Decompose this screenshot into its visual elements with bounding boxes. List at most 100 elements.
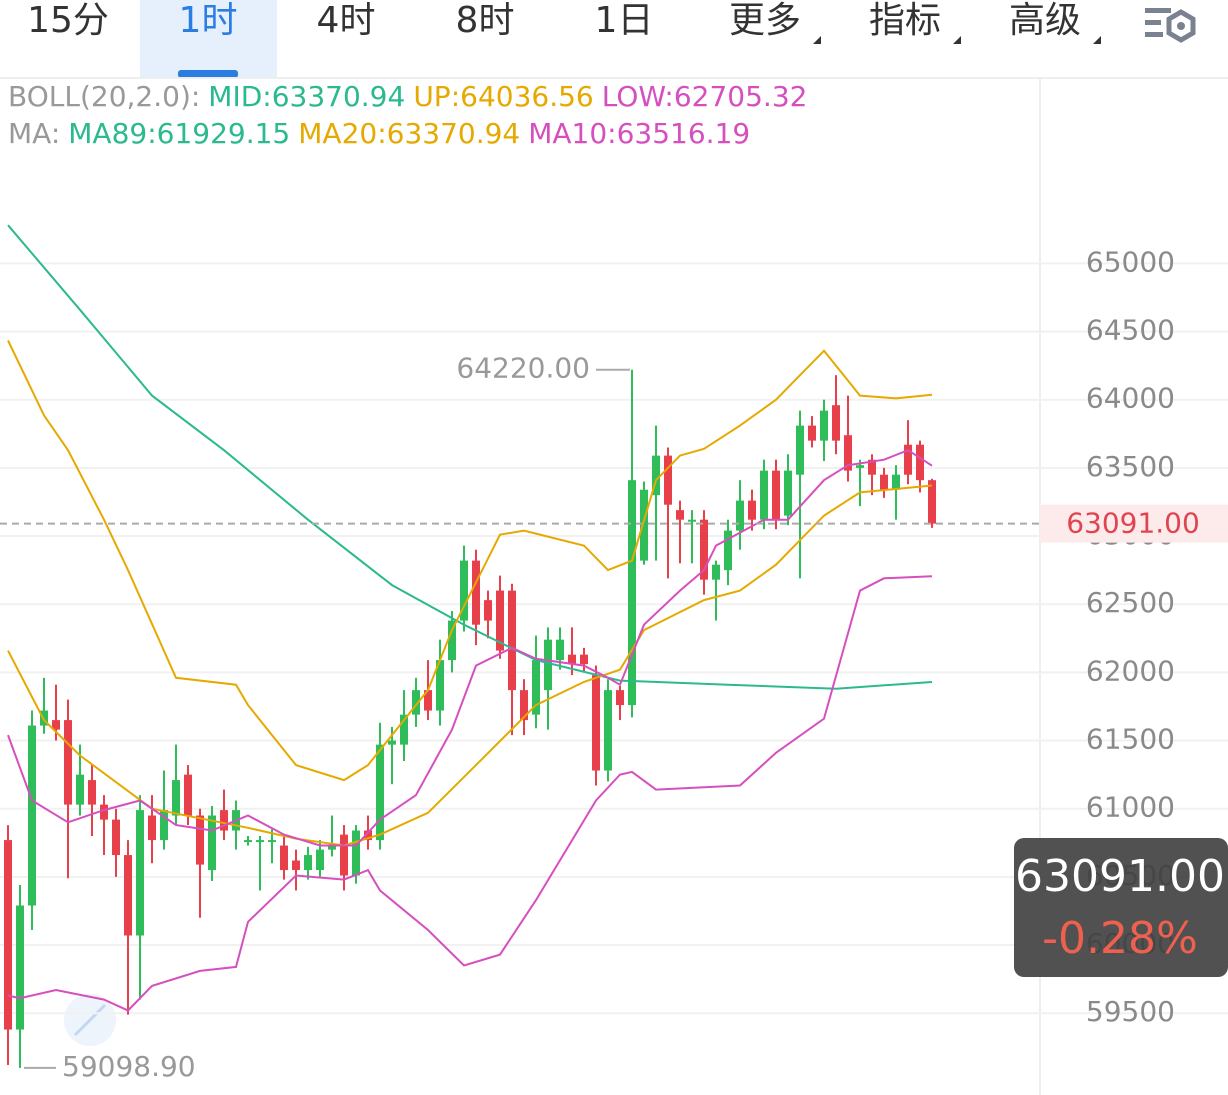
candle-body xyxy=(712,564,720,580)
tab[interactable]: 1日 xyxy=(595,0,654,41)
candle-body xyxy=(640,489,648,561)
candle-body xyxy=(268,840,276,843)
low-label: 59098.90 xyxy=(62,1050,196,1083)
candle-body xyxy=(292,860,300,871)
candle-body xyxy=(412,690,420,715)
zoom-arrow xyxy=(73,1003,107,1037)
y-tick-label: 65000 xyxy=(1086,245,1175,278)
candle-body xyxy=(160,810,168,841)
overlay: 63091.00 63091.00 -0.28% xyxy=(0,504,1228,977)
y-tick-label: 61000 xyxy=(1086,791,1175,824)
candle-body xyxy=(628,480,636,706)
candle-body xyxy=(688,519,696,522)
candle-body xyxy=(532,660,540,715)
candle-body xyxy=(784,470,792,516)
candle-body xyxy=(736,500,744,531)
y-tick-label: 64500 xyxy=(1086,314,1175,347)
candle-body xyxy=(328,845,336,850)
candle-body xyxy=(280,845,288,871)
tab[interactable]: 4时 xyxy=(317,0,376,41)
active-tab-bg xyxy=(140,0,277,78)
icon-bar xyxy=(1145,32,1163,37)
candle-body xyxy=(124,855,132,936)
y-tick-label: 62000 xyxy=(1086,654,1175,687)
indicator-value: MID:63370.94 xyxy=(208,80,405,113)
candle-body xyxy=(88,780,96,805)
candle-body xyxy=(652,455,660,496)
candle-body xyxy=(208,815,216,871)
candle-body xyxy=(772,470,780,520)
indicator-line xyxy=(7,575,933,1012)
candle-body xyxy=(16,905,24,1030)
tab[interactable]: 1时 xyxy=(179,0,238,41)
candle-body xyxy=(400,714,408,745)
price-tag-bg xyxy=(1040,504,1228,543)
indicator-value: MA10:63516.19 xyxy=(528,117,750,150)
candle-body xyxy=(352,830,360,876)
icon-bar xyxy=(1145,8,1171,13)
candle-body xyxy=(844,435,852,471)
price-tag: 63091.00 xyxy=(1066,507,1200,540)
candle-body xyxy=(304,855,312,871)
tab[interactable]: 高级 xyxy=(1009,0,1081,41)
candle-body xyxy=(460,560,468,621)
indicator-label: BOLL(20,2.0): xyxy=(8,80,200,113)
tab-dropdown xyxy=(1093,36,1101,44)
candle-body xyxy=(820,410,828,441)
candle-body xyxy=(148,815,156,841)
candle-body xyxy=(796,425,804,475)
candle-body xyxy=(4,840,12,1030)
high-label: 64220.00 xyxy=(456,352,590,385)
candle-body xyxy=(868,459,876,475)
price-box xyxy=(1014,838,1228,977)
candle-body xyxy=(700,519,708,580)
candle-body xyxy=(256,840,264,843)
candle-body xyxy=(76,774,84,805)
candle-body xyxy=(760,470,768,520)
candle-body xyxy=(64,720,72,805)
indicator-label: MA: xyxy=(8,117,60,150)
candle-body xyxy=(892,474,900,490)
tab[interactable]: 更多 xyxy=(729,0,801,41)
tab-bar: 15分 1时 4时 8时 1日 更多 指标 高级 xyxy=(27,0,1101,78)
candle-body xyxy=(484,600,492,621)
indicator-line xyxy=(7,339,933,782)
tab[interactable]: 8时 xyxy=(456,0,515,41)
candle-body xyxy=(568,654,576,665)
y-tick-label: 59500 xyxy=(1086,995,1175,1028)
settings-icon[interactable] xyxy=(1145,8,1196,43)
y-tick-label: 61500 xyxy=(1086,723,1175,756)
candle-body xyxy=(100,804,108,820)
candle-body xyxy=(676,510,684,520)
candle-body xyxy=(580,654,588,665)
y-tick-label: 63500 xyxy=(1086,450,1175,483)
candle-body xyxy=(544,639,552,691)
tab-dropdown xyxy=(813,36,821,44)
tab[interactable]: 15分 xyxy=(27,0,109,41)
candle-body xyxy=(724,530,732,571)
candle-body xyxy=(376,744,384,841)
y-tick-label: 64000 xyxy=(1086,382,1175,415)
tab[interactable]: 指标 xyxy=(869,0,941,41)
candle-body xyxy=(220,810,228,831)
indicator-line xyxy=(7,484,933,847)
indicator-line xyxy=(7,224,933,690)
candle-body xyxy=(448,620,456,661)
candle-body xyxy=(472,560,480,625)
indicator-value: LOW:62705.32 xyxy=(602,80,808,113)
candle-body xyxy=(880,474,888,490)
icon-bar xyxy=(1145,20,1161,25)
candle-body xyxy=(184,774,192,816)
tab-dropdown xyxy=(953,36,961,44)
indicator-value: MA20:63370.94 xyxy=(298,117,520,150)
candle-body xyxy=(196,815,204,865)
zoom-icon[interactable] xyxy=(64,994,116,1046)
candle-body xyxy=(748,500,756,520)
indicator-row: BOLL(20,2.0): MID:63370.94 UP:64036.56 LOW:… xyxy=(8,80,807,113)
candle-body xyxy=(136,810,144,936)
candle-body xyxy=(904,444,912,475)
indicator-value: UP:64036.56 xyxy=(413,80,593,113)
candle-body xyxy=(808,425,816,441)
candle-body xyxy=(928,480,936,524)
